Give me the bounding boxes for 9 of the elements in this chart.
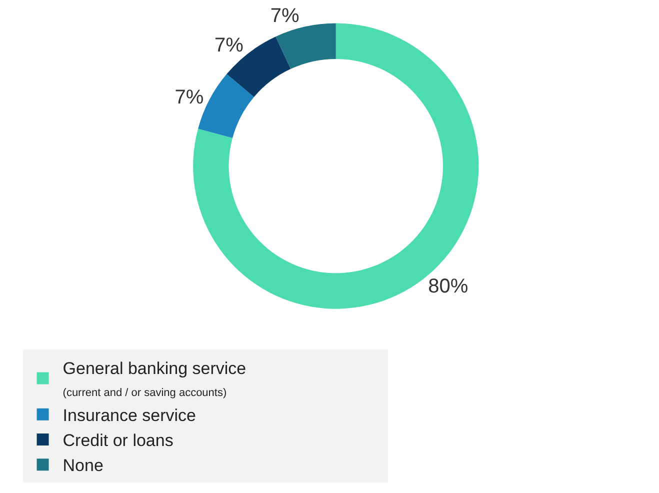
legend-label: None	[62, 456, 104, 476]
legend-label: Insurance service	[62, 406, 196, 426]
data-label: 80%	[428, 275, 468, 298]
data-label: 7%	[214, 34, 244, 57]
legend-label: General banking service (current and / or saving accounts)	[62, 358, 246, 399]
data-label: 7%	[174, 86, 204, 108]
donut-slice	[276, 23, 336, 69]
legend-label: Credit or loans	[62, 431, 174, 450]
data-label: 7%	[270, 5, 300, 28]
